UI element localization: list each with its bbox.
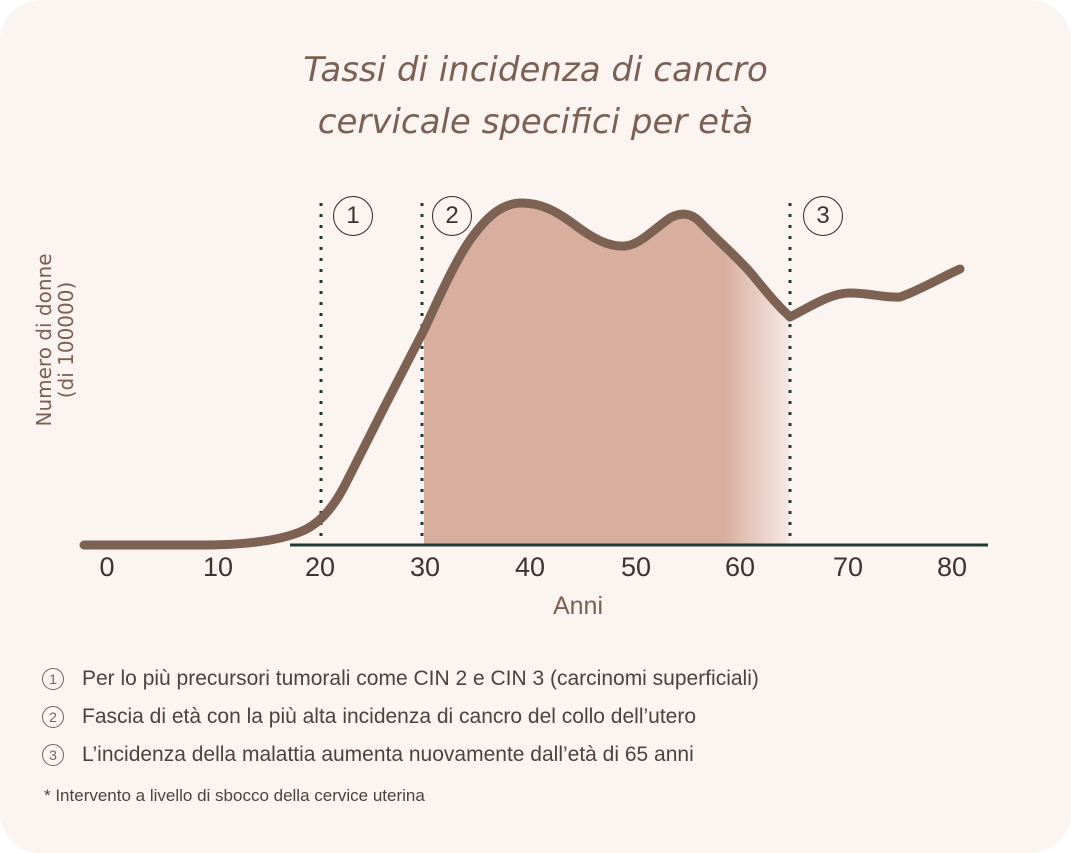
chart-title-line-2: cervicale specifici per età [317,102,754,142]
legend-item-3: 3 L’incidenza della malattia aumenta nuo… [42,736,759,774]
x-tick-0: 0 [99,552,115,582]
legend-number-2: 2 [42,706,64,728]
legend-number-3: 3 [42,744,64,766]
legend-text-1: Per lo più precursori tumorali come CIN … [82,667,759,690]
shaded-peak-area [424,203,790,545]
x-tick-20: 20 [304,552,336,582]
y-axis-label-line-1: Numero di donne [32,253,56,427]
legend-number-1: 1 [42,668,64,690]
x-tick-70: 70 [832,552,864,582]
marker-3-badge: 3 [803,196,843,236]
x-tick-60: 60 [724,552,756,582]
x-tick-40: 40 [514,552,546,582]
chart-title: Tassi di incidenza di cancro cervicale s… [0,44,1071,148]
marker-2-badge: 2 [432,196,472,236]
marker-3-number: 3 [816,202,830,229]
marker-1-badge: 1 [333,196,373,236]
y-axis-label-line-2: (di 100000) [54,281,78,399]
x-tick-10: 10 [202,552,234,582]
legend: 1 Per lo più precursori tumorali come CI… [42,660,759,774]
marker-2-number: 2 [445,202,459,229]
legend-text-2: Fascia di età con la più alta incidenza … [82,705,697,728]
legend-item-2: 2 Fascia di età con la più alta incidenz… [42,698,759,736]
legend-text-3: L’incidenza della malattia aumenta nuova… [82,743,694,766]
incidence-curve [79,198,965,550]
chart-title-line-1: Tassi di incidenza di cancro [303,50,768,90]
x-tick-80: 80 [936,552,968,582]
x-tick-50: 50 [620,552,652,582]
x-tick-30: 30 [409,552,441,582]
legend-item-1: 1 Per lo più precursori tumorali come CI… [42,660,759,698]
marker-1-number: 1 [346,202,360,229]
x-axis-label: Anni [552,592,604,620]
footnote: * Intervento a livello di sbocco della c… [44,786,425,805]
y-axis-label: Numero di donne (di 100000) [32,253,78,427]
